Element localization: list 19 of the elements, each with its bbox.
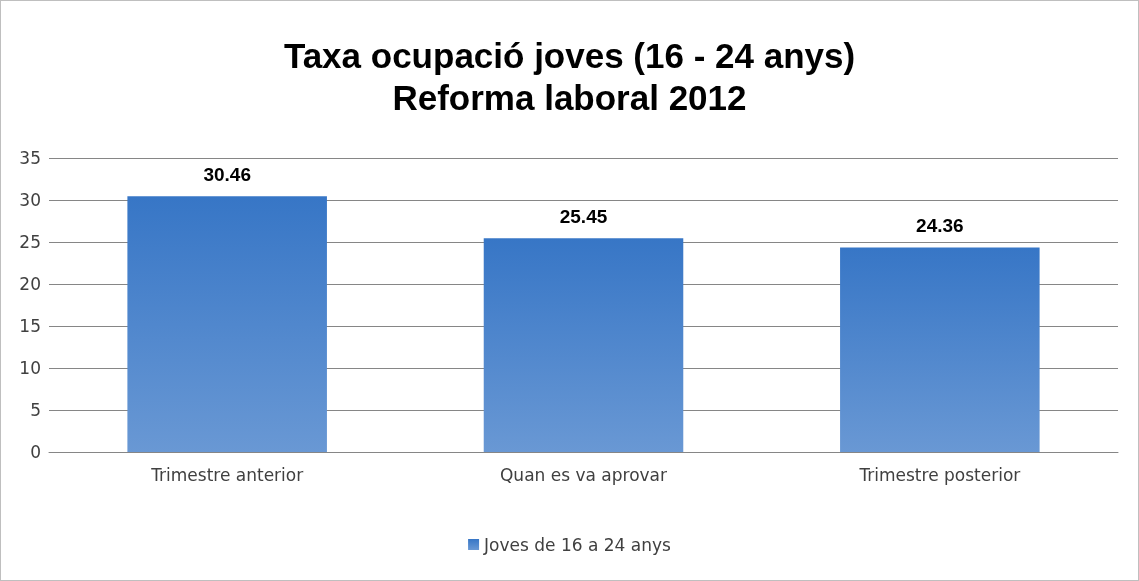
bar bbox=[127, 196, 327, 452]
x-tick-label: Trimestre posterior bbox=[858, 464, 1021, 485]
data-label: 30.46 bbox=[203, 164, 251, 186]
chart-title: Taxa ocupació joves (16 - 24 anys) Reforma laboral 2012 bbox=[283, 35, 856, 117]
x-tick-label: Quan es va aprovar bbox=[499, 464, 668, 485]
y-tick-label: 25 bbox=[19, 232, 41, 252]
y-tick-label: 20 bbox=[19, 274, 41, 294]
y-tick-label: 10 bbox=[19, 358, 41, 378]
data-label: 25.45 bbox=[559, 206, 608, 228]
y-tick-label: 5 bbox=[30, 400, 41, 420]
y-tick-label: 35 bbox=[19, 148, 41, 168]
y-tick-label: 0 bbox=[30, 442, 41, 462]
data-label: 24.36 bbox=[916, 215, 964, 237]
y-tick-label: 30 bbox=[19, 190, 41, 210]
x-tick-label: Trimestre anterior bbox=[150, 464, 304, 485]
bar bbox=[483, 238, 684, 452]
legend-label: Joves de 16 a 24 anys bbox=[483, 534, 672, 555]
bar bbox=[840, 247, 1040, 452]
y-tick-label: 15 bbox=[19, 316, 41, 336]
